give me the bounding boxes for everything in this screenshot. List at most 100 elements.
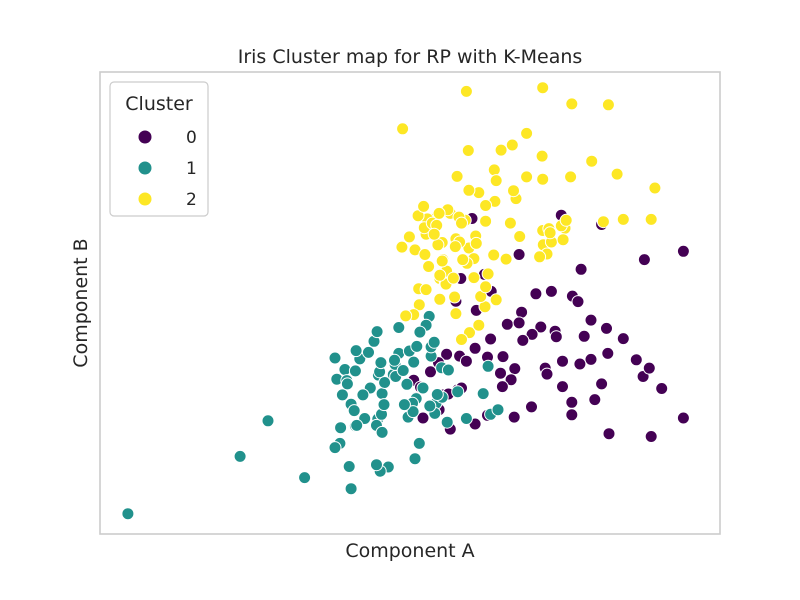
cluster-2-point bbox=[448, 240, 462, 254]
cluster-2-point bbox=[520, 126, 534, 140]
cluster-2-point bbox=[533, 250, 547, 264]
cluster-0-point bbox=[573, 357, 587, 371]
cluster-1-point bbox=[412, 436, 426, 450]
cluster-2-point bbox=[467, 271, 481, 285]
cluster-2-point bbox=[402, 230, 416, 244]
cluster-2-point bbox=[417, 199, 431, 213]
cluster-0-point bbox=[515, 305, 529, 319]
cluster-0-point bbox=[424, 365, 437, 379]
cluster-1-point bbox=[356, 388, 370, 402]
cluster-2-point bbox=[559, 213, 573, 227]
cluster-0-point bbox=[556, 380, 569, 394]
cluster-2-point bbox=[536, 172, 550, 186]
cluster-2-point bbox=[461, 144, 475, 157]
cluster-2-point bbox=[507, 184, 520, 198]
cluster-2-point bbox=[487, 248, 501, 262]
cluster-1-point bbox=[261, 414, 275, 428]
cluster-2-point bbox=[472, 318, 486, 332]
cluster-1-point bbox=[340, 377, 354, 391]
cluster-2-point bbox=[505, 138, 519, 152]
cluster-0-point bbox=[629, 353, 643, 367]
cluster-1-point bbox=[378, 376, 392, 389]
cluster-1-point bbox=[348, 364, 362, 378]
cluster-0-point bbox=[525, 400, 538, 414]
legend-marker-cluster-2 bbox=[137, 191, 153, 207]
cluster-1-point bbox=[370, 325, 384, 339]
legend-marker-cluster-0 bbox=[137, 129, 153, 145]
cluster-0-point bbox=[468, 341, 482, 355]
cluster-0-point bbox=[440, 347, 454, 361]
cluster-0-point bbox=[655, 382, 669, 395]
cluster-1-point bbox=[375, 425, 389, 439]
cluster-0-point bbox=[495, 380, 509, 394]
cluster-2-point bbox=[455, 216, 468, 230]
cluster-1-point bbox=[413, 325, 427, 339]
cluster-0-point bbox=[512, 316, 526, 330]
cluster-1-point bbox=[344, 482, 358, 496]
cluster-2-point bbox=[494, 143, 508, 157]
legend-marker-cluster-1 bbox=[137, 160, 153, 176]
cluster-0-point bbox=[584, 313, 598, 327]
cluster-2-point bbox=[419, 283, 433, 297]
cluster-0-point bbox=[540, 367, 554, 381]
cluster-1-point bbox=[441, 363, 455, 377]
cluster-0-point bbox=[534, 320, 548, 334]
cluster-2-point bbox=[489, 293, 503, 307]
cluster-2-point bbox=[412, 298, 426, 312]
cluster-1-point bbox=[388, 353, 401, 367]
legend-frame bbox=[109, 81, 209, 217]
cluster-2-point bbox=[535, 149, 549, 163]
cluster-1-point bbox=[476, 387, 490, 401]
cluster-1-point bbox=[407, 355, 421, 369]
cluster-1-point bbox=[298, 471, 312, 485]
cluster-1-point bbox=[400, 377, 414, 391]
legend-items: 0 1 2 bbox=[137, 128, 197, 210]
cluster-2-point bbox=[449, 307, 463, 321]
cluster-2-point bbox=[536, 81, 550, 95]
cluster-1-point bbox=[430, 388, 444, 401]
legend: Cluster 0 1 2 bbox=[109, 81, 209, 217]
cluster-2-point bbox=[396, 122, 410, 136]
cluster-0-point bbox=[516, 333, 530, 347]
legend-title: Cluster bbox=[125, 93, 193, 115]
cluster-1-point bbox=[349, 344, 363, 358]
cluster-0-point bbox=[642, 361, 656, 375]
cluster-0-point bbox=[549, 330, 563, 344]
cluster-2-point bbox=[427, 227, 441, 241]
cluster-0-point bbox=[508, 362, 522, 376]
cluster-0-point bbox=[525, 327, 539, 341]
cluster-2-point bbox=[446, 271, 460, 285]
legend-label-cluster-1: 1 bbox=[186, 159, 197, 179]
cluster-2-point bbox=[585, 154, 599, 168]
cluster-2-point bbox=[462, 183, 476, 197]
cluster-2-point bbox=[520, 170, 534, 184]
cluster-0-point bbox=[637, 253, 651, 267]
cluster-0-point bbox=[588, 393, 602, 407]
cluster-0-point bbox=[416, 411, 430, 425]
x-axis-label: Component A bbox=[345, 540, 474, 562]
cluster-1-point bbox=[121, 507, 135, 521]
cluster-2-point bbox=[644, 212, 658, 226]
cluster-0-point bbox=[574, 262, 588, 276]
cluster-1-point bbox=[459, 412, 473, 425]
cluster-2-point bbox=[487, 163, 501, 177]
cluster-0-point bbox=[595, 377, 609, 391]
cluster-1-point bbox=[374, 356, 388, 370]
cluster-1-point bbox=[377, 398, 391, 412]
cluster-2-point bbox=[456, 253, 470, 267]
cluster-1-point bbox=[350, 418, 364, 432]
cluster-2-point bbox=[479, 280, 493, 294]
cluster-1-point bbox=[491, 403, 505, 417]
cluster-2-point bbox=[564, 170, 578, 184]
cluster-0-point bbox=[602, 427, 616, 441]
cluster-2-point bbox=[455, 333, 468, 346]
cluster-0-point bbox=[544, 284, 558, 298]
cluster-1-point bbox=[334, 421, 348, 435]
cluster-2-point bbox=[556, 233, 570, 247]
cluster-1-point bbox=[347, 404, 361, 418]
cluster-0-point bbox=[507, 410, 521, 424]
cluster-1-point bbox=[397, 398, 411, 412]
cluster-2-point bbox=[433, 292, 447, 306]
cluster-0-point bbox=[496, 350, 510, 364]
cluster-0-point bbox=[500, 317, 514, 331]
